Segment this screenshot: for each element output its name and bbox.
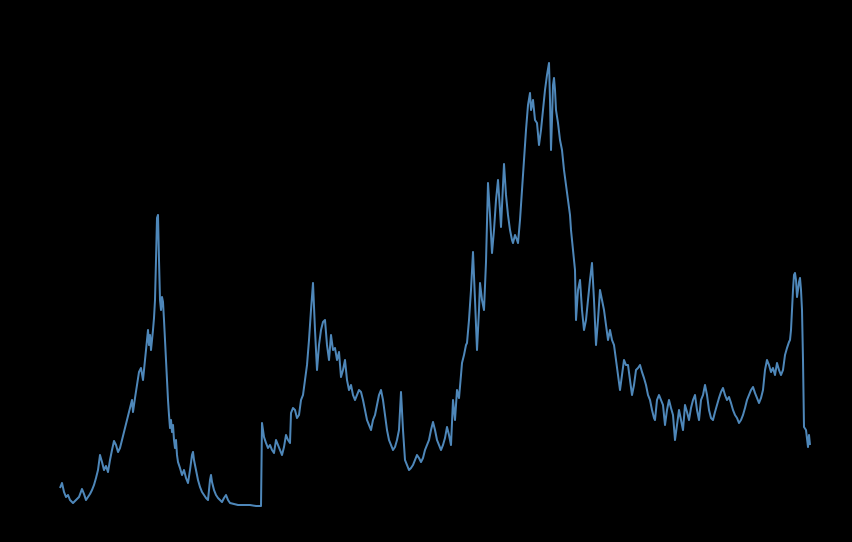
data-line-series-1 xyxy=(59,62,811,507)
